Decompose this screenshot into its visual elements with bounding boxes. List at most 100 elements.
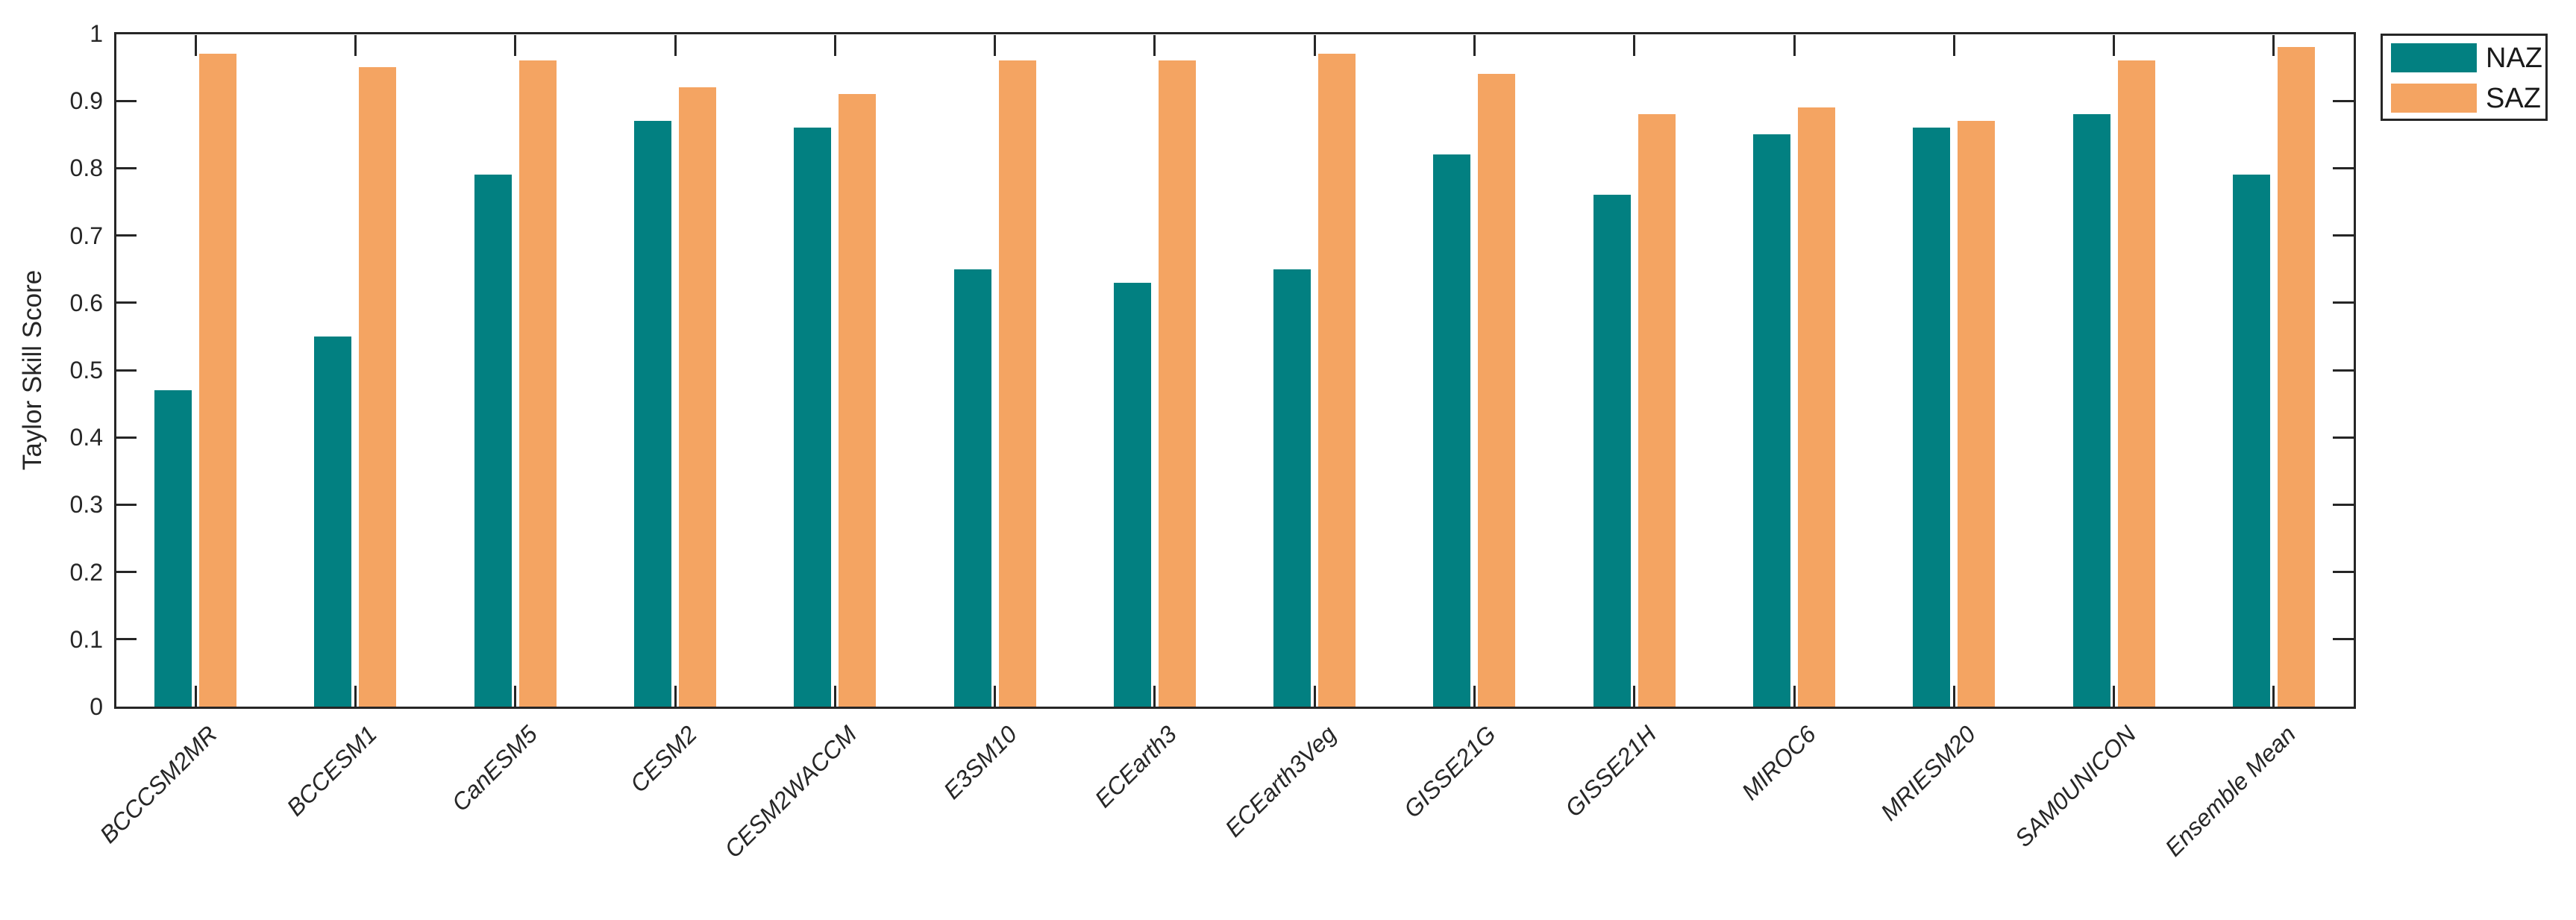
bar-saz-CanESM5 <box>518 60 557 707</box>
y-tick-label: 0 <box>90 693 103 720</box>
x-tick-top <box>833 35 836 56</box>
y-tick-label: 0.1 <box>69 625 103 653</box>
y-tick-left <box>116 166 137 169</box>
x-tick-bottom <box>2113 686 2116 707</box>
y-tick-left <box>116 234 137 237</box>
y-tick-right <box>2333 369 2354 372</box>
x-tick-top <box>994 35 997 56</box>
saz-legend-label: SAZ <box>2486 82 2541 114</box>
x-tick-top <box>514 35 517 56</box>
bar-naz-GISSE21H <box>1593 195 1631 707</box>
bar-saz-CESM2WACCM <box>839 94 877 707</box>
y-tick-label: 0.3 <box>69 491 103 519</box>
x-tick-bottom <box>1952 686 1955 707</box>
y-tick-left <box>116 301 137 304</box>
y-tick-label: 0.6 <box>69 289 103 316</box>
y-tick-right <box>2333 571 2354 574</box>
x-tick-top <box>2272 35 2275 56</box>
bar-naz-MIROC6 <box>1753 134 1790 707</box>
bar-saz-ECEarth3Veg <box>1318 54 1356 707</box>
bar-saz-SAM0UNICON <box>2117 60 2155 707</box>
bar-naz-BCCCSM2MR <box>154 390 192 707</box>
y-tick-label: 0.5 <box>69 357 103 384</box>
x-tick-label: ECEarth3Veg <box>1220 720 1342 842</box>
x-tick-top <box>1952 35 1955 56</box>
legend: NAZ SAZ <box>2381 34 2548 121</box>
y-tick-left <box>116 638 137 641</box>
x-tick-top <box>674 35 677 56</box>
x-tick-bottom <box>514 686 517 707</box>
x-tick-bottom <box>1313 686 1316 707</box>
y-tick-right <box>2333 234 2354 237</box>
x-tick-label: BCCESM1 <box>281 720 383 822</box>
x-tick-top <box>1313 35 1316 56</box>
x-tick-label: CESM2 <box>624 720 703 798</box>
x-tick-bottom <box>354 686 357 707</box>
x-tick-label: MIROC6 <box>1736 720 1822 806</box>
x-tick-top <box>354 35 357 56</box>
y-tick-right <box>2333 99 2354 102</box>
x-tick-bottom <box>2272 686 2275 707</box>
y-tick-label: 0.7 <box>69 222 103 249</box>
bar-naz-CanESM5 <box>474 175 512 707</box>
x-tick-label: CanESM5 <box>446 720 542 817</box>
x-tick-label: CESM2WACCM <box>719 720 862 863</box>
bar-saz-E3SM10 <box>998 60 1036 707</box>
x-tick-label: MRIESM20 <box>1875 720 1981 826</box>
bar-naz-BCCESM1 <box>314 336 352 707</box>
bar-saz-Ensemble-Mean <box>2277 47 2315 707</box>
x-tick-top <box>2113 35 2116 56</box>
y-tick-left <box>116 503 137 506</box>
y-tick-left <box>116 369 137 372</box>
bar-naz-MRIESM20 <box>1913 128 1951 707</box>
y-tick-left <box>116 571 137 574</box>
y-tick-left <box>116 99 137 102</box>
y-tick-label: 0.2 <box>69 558 103 586</box>
bar-naz-ECEarth3 <box>1113 282 1151 707</box>
x-tick-bottom <box>1153 686 1156 707</box>
plot-area <box>114 32 2356 709</box>
saz-color-swatch <box>2391 84 2477 113</box>
y-tick-right <box>2333 301 2354 304</box>
x-tick-label: ECEarth3 <box>1089 720 1182 813</box>
bar-naz-ECEarth3Veg <box>1273 269 1311 707</box>
x-tick-top <box>1153 35 1156 56</box>
x-tick-top <box>1793 35 1796 56</box>
x-tick-top <box>1633 35 1636 56</box>
naz-color-swatch <box>2391 43 2477 72</box>
x-tick-label: SAM0UNICON <box>2009 720 2141 852</box>
x-tick-bottom <box>194 686 197 707</box>
x-tick-bottom <box>674 686 677 707</box>
bar-saz-CESM2 <box>679 87 716 707</box>
x-tick-bottom <box>833 686 836 707</box>
bar-naz-SAM0UNICON <box>2072 114 2110 707</box>
y-tick-label: 0.4 <box>69 424 103 451</box>
y-tick-label: 0.9 <box>69 87 103 115</box>
bar-saz-BCCCSM2MR <box>199 54 237 707</box>
bar-saz-MIROC6 <box>1798 107 1835 707</box>
bar-naz-GISSE21G <box>1433 154 1471 707</box>
naz-legend-label: NAZ <box>2486 42 2542 74</box>
bar-naz-E3SM10 <box>953 269 991 707</box>
x-tick-label: BCCCSM2MR <box>94 720 223 848</box>
x-tick-label: GISSE21H <box>1559 720 1661 822</box>
x-tick-bottom <box>1793 686 1796 707</box>
x-tick-bottom <box>994 686 997 707</box>
y-tick-right <box>2333 436 2354 439</box>
x-tick-label: E3SM10 <box>938 720 1022 804</box>
bar-saz-ECEarth3 <box>1158 60 1196 707</box>
bar-naz-CESM2WACCM <box>794 128 832 707</box>
x-tick-bottom <box>1473 686 1476 707</box>
legend-item-naz: NAZ <box>2391 43 2542 72</box>
bar-saz-GISSE21H <box>1638 114 1676 707</box>
legend-item-saz: SAZ <box>2391 84 2541 113</box>
bar-saz-GISSE21G <box>1478 74 1516 707</box>
x-tick-top <box>1473 35 1476 56</box>
x-tick-label: Ensemble Mean <box>2159 720 2301 862</box>
x-tick-label: GISSE21G <box>1399 720 1502 823</box>
bar-saz-MRIESM20 <box>1958 121 1996 707</box>
bar-saz-BCCESM1 <box>359 67 397 707</box>
bar-naz-Ensemble-Mean <box>2232 175 2270 707</box>
y-tick-label: 1 <box>90 20 103 47</box>
